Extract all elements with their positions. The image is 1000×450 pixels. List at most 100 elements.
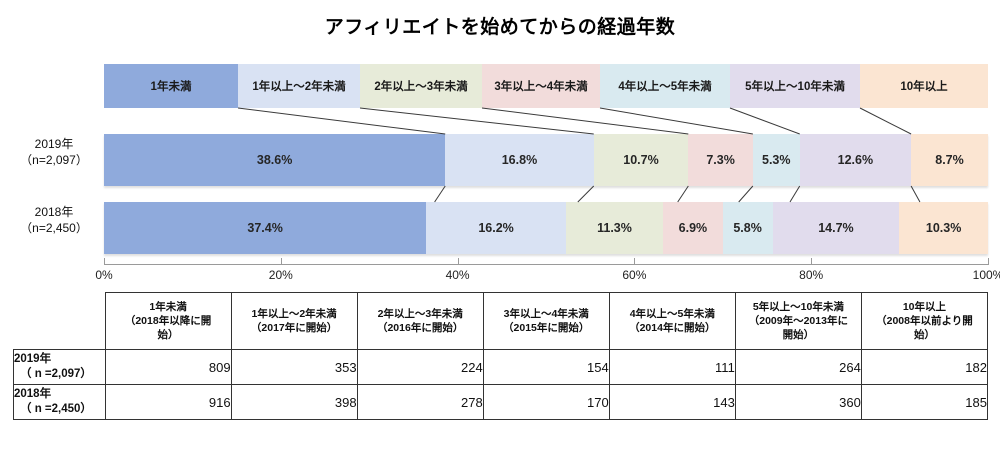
bar-segment-value-label: 10.7% [623,153,659,167]
legend-item-label: 5年以上〜10年未満 [745,81,845,93]
table-cell: 154 [482,349,610,385]
plot-area: 38.6% 16.8% 10.7% 7.3% 5.3% 12.6% 8.7% 37.4% 16… [104,108,988,268]
x-axis-tick-label-80: 80% [799,268,824,282]
table-column-header-line2: （2016年に開始） [376,322,464,334]
bar-row-label-2019-year: 2019年 [34,137,74,151]
x-axis-tick-label-0: 0% [95,268,113,282]
x-axis-tick-label-20: 20% [268,268,293,282]
table-column-header-line1: 1年未満 [149,301,187,313]
bar-segment-2019-5[interactable]: 5.3% [752,134,800,186]
x-axis-tick-40 [457,258,459,265]
table-row-header-n: （ n =2,450） [20,403,92,415]
table-column-header-line1: 1年以上〜2年未満 [251,308,337,320]
legend-item-label: 1年以上〜2年未満 [252,81,346,93]
table-column-header-line2: （2008年以前より開 [876,315,973,327]
bar-segment-value-label: 38.6% [256,153,293,167]
bar-segment-2019-1[interactable]: 38.6% [104,134,446,186]
table-body: 2019年（ n =2,097） 809 353 224 154 111 264 182 201… [13,349,989,420]
legend-item-label: 10年以上 [900,81,948,93]
table-column-header-line2: （2014年に開始） [629,322,716,334]
table-row-header-1: 2019年 （ n =2,097） [13,349,106,385]
table-row: 2019年 （ n =2,097） 809 353 224 154 111 264 182 [13,349,989,385]
bar-row-label-2018: 2018年 （n=2,450） [10,204,98,236]
legend-item-label: 3年以上〜4年未満 [494,81,588,93]
x-axis-tick-80 [811,258,813,265]
table-column-header-2: 1年以上〜2年未満 （2017年に開始） [230,292,358,350]
x-axis-tick-0 [104,258,105,265]
legend-item-2[interactable]: 1年以上〜2年未満 [238,64,360,108]
data-table: 1年未満 （2018年以降に開 始） 1年以上〜2年未満 （2017年に開始） 2年以上〜… [13,292,989,420]
bar-segment-2018-3[interactable]: 11.3% [565,202,664,254]
bar-segment-value-label: 37.4% [247,221,283,235]
bar-row-label-2018-n: （n=2,450） [20,221,88,235]
x-axis-tick-60 [634,258,636,265]
bar-segment-value-label: 6.9% [678,221,708,235]
table-column-header-1: 1年未満 （2018年以降に開 始） [104,292,232,350]
table-column-header-line3: 開始） [782,329,815,341]
bar-segment-2018-6[interactable]: 14.7% [772,202,900,254]
table-row-header-year: 2018年 [14,388,52,400]
table-cell: 224 [356,349,484,385]
bar-segment-2019-3[interactable]: 10.7% [593,134,689,186]
x-axis-tick-label-40: 40% [445,268,470,282]
legend-item-5[interactable]: 4年以上〜5年未満 [600,64,730,108]
table-cell: 398 [230,384,358,420]
table-column-header-4: 3年以上〜4年未満 （2015年に開始） [482,292,610,350]
bar-row-label-2019-n: （n=2,097） [20,153,88,167]
table-column-header-line2: （2018年以降に開 [124,315,212,327]
bar-segment-2018-7[interactable]: 10.3% [899,202,988,254]
table-cell: 278 [356,384,484,420]
bar-segment-value-label: 10.3% [925,221,962,235]
table-cell: 264 [734,349,862,385]
legend-item-label: 4年以上〜5年未満 [618,81,712,93]
bar-segment-2018-5[interactable]: 5.8% [722,202,773,254]
legend-item-label: 2年以上〜3年未満 [374,81,468,93]
x-axis-tick-label-60: 60% [622,268,647,282]
bar-segment-2019-7[interactable]: 8.7% [911,134,988,186]
table-column-header-line1: 2年以上〜3年未満 [377,308,463,320]
legend-item-label: 1年未満 [150,81,192,93]
bar-segment-value-label: 7.3% [706,153,735,167]
bar-row-label-2019: 2019年 （n=2,097） [10,136,98,168]
legend-item-3[interactable]: 2年以上〜3年未満 [360,64,482,108]
table-cell: 360 [734,384,862,420]
table-column-header-line3: 始） [913,329,935,341]
bar-segment-2018-4[interactable]: 6.9% [663,202,723,254]
table-column-header-line1: 5年以上〜10年未満 [752,301,844,313]
bar-segment-2018-1[interactable]: 37.4% [104,202,427,254]
table-column-header-5: 4年以上〜5年未満 （2014年に開始） [608,292,736,350]
legend-item-6[interactable]: 5年以上〜10年未満 [730,64,860,108]
table-cell: 353 [230,349,358,385]
bar-segment-value-label: 16.2% [478,221,514,235]
table-cell: 111 [608,349,736,385]
table-column-header-line3: 始） [157,329,179,341]
table-column-header-line1: 3年以上〜4年未満 [503,308,589,320]
table-column-header-line2: （2017年に開始） [250,322,338,334]
x-axis-tick-100 [988,258,989,265]
table-row: 2018年 （ n =2,450） 916 398 278 170 143 360 185 [13,384,989,420]
table-column-header-line2: （2009年〜2013年に [748,315,848,327]
legend-item-1[interactable]: 1年未満 [104,64,238,108]
bar-segment-value-label: 12.6% [837,153,874,167]
x-axis-tick-20 [280,258,282,265]
bar-segment-2019-4[interactable]: 7.3% [688,134,753,186]
bar-segment-value-label: 5.3% [762,153,791,167]
bar-segment-2019-6[interactable]: 12.6% [799,134,912,186]
table-row-header-year: 2019年 [14,353,52,365]
legend-item-4[interactable]: 3年以上〜4年未満 [482,64,600,108]
bar-row-label-2018-year: 2018年 [34,205,74,219]
bar-segment-value-label: 8.7% [935,153,964,167]
page-title: アフィリエイトを始めてからの経過年数 [324,17,676,38]
bar-segment-2018-2[interactable]: 16.2% [426,202,566,254]
table-column-header-3: 2年以上〜3年未満 （2016年に開始） [356,292,484,350]
chart-legend: 1年未満 1年以上〜2年未満 2年以上〜3年未満 3年以上〜4年未満 4年以上〜5年未満… [104,64,988,108]
x-axis-line [104,264,988,265]
stacked-bar-2018: 37.4% 16.2% 11.3% 6.9% 5.8% 14.7% 10.3% [104,202,988,254]
table-cell: 182 [860,349,989,385]
table-row-header-2: 2018年 （ n =2,450） [13,384,106,420]
legend-item-7[interactable]: 10年以上 [860,64,988,108]
table-corner-cell [14,293,106,350]
bar-segment-2019-2[interactable]: 16.8% [445,134,594,186]
table-column-header-7: 10年以上 （2008年以前より開 始） [860,292,989,350]
table-cell: 809 [104,349,232,385]
